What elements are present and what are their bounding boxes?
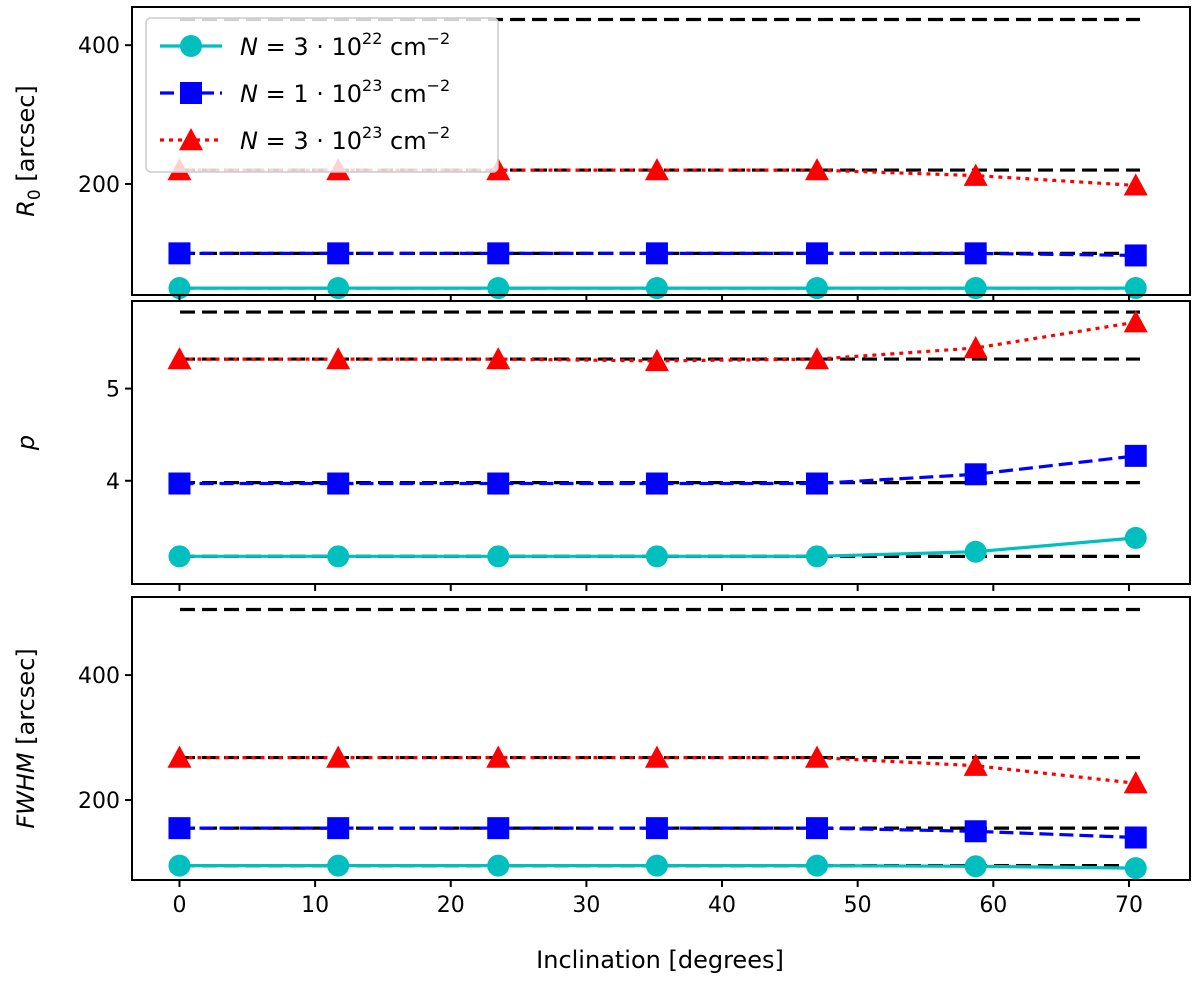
data-point [487, 545, 510, 568]
data-point [168, 277, 191, 300]
data-point [326, 347, 351, 370]
data-point [168, 817, 191, 840]
y-tick-label: 400 [78, 34, 120, 59]
x-tick-label: 10 [301, 893, 329, 918]
data-point [1124, 826, 1147, 849]
x-axis-label: Inclination [degrees] [536, 946, 784, 974]
plot-frame [131, 300, 1191, 585]
x-tick-label: 40 [708, 893, 736, 918]
legend-label: N = 3 · 1023 cm−2 [240, 123, 450, 155]
data-point [964, 540, 987, 563]
data-point [1123, 771, 1148, 794]
data-point [167, 347, 192, 370]
data-point [487, 277, 510, 300]
legend-marker [179, 128, 203, 151]
data-point [805, 545, 828, 568]
plot-frame [131, 596, 1191, 881]
plot-frame [131, 6, 1191, 296]
x-tick-label: 50 [844, 893, 872, 918]
data-point [167, 745, 192, 768]
legend-marker [180, 82, 202, 104]
data-point [1124, 244, 1147, 267]
data-point [1124, 857, 1147, 880]
x-tick-label: 70 [1115, 893, 1143, 918]
data-point [1123, 310, 1148, 333]
data-point [963, 336, 988, 359]
data-point [1124, 277, 1147, 300]
data-point [964, 277, 987, 300]
legend-label: N = 1 · 1023 cm−2 [240, 76, 450, 108]
data-point [964, 820, 987, 843]
data-point [487, 854, 510, 877]
data-point [805, 854, 828, 877]
data-point [168, 854, 191, 877]
y-axis-label: R0 [arcsec] [12, 85, 45, 217]
data-point [964, 242, 987, 265]
x-tick-label: 20 [437, 893, 465, 918]
legend-box [145, 17, 499, 173]
data-point [1124, 444, 1147, 467]
data-point [486, 745, 511, 768]
y-axis-label: FWHM [arcsec] [12, 648, 40, 828]
data-point [168, 472, 191, 495]
data-point [645, 817, 668, 840]
data-point [805, 817, 828, 840]
data-point [804, 347, 829, 370]
data-point [805, 242, 828, 265]
y-tick-label: 200 [78, 789, 120, 814]
data-point [804, 158, 829, 181]
data-point [805, 277, 828, 300]
data-point [963, 753, 988, 776]
data-point [645, 242, 668, 265]
data-point [327, 277, 350, 300]
panel-middle: 4 5 p [12, 300, 1191, 591]
data-point [645, 854, 668, 877]
x-tick-label: 60 [979, 893, 1007, 918]
y-tick-label: 400 [78, 664, 120, 689]
data-point [168, 545, 191, 568]
x-tick-label: 0 [172, 893, 186, 918]
data-point [327, 472, 350, 495]
data-point [487, 242, 510, 265]
legend-label: N = 3 · 1022 cm−2 [240, 29, 450, 61]
panel-bottom: 200 400 FWHM [arcsec] [12, 596, 1191, 887]
data-point [645, 472, 668, 495]
data-point [804, 745, 829, 768]
x-tick-label: 30 [572, 893, 600, 918]
y-tick-label: 200 [78, 173, 120, 198]
data-point [327, 545, 350, 568]
data-point [963, 163, 988, 186]
data-point [644, 745, 669, 768]
data-point [1123, 173, 1148, 196]
data-point [327, 817, 350, 840]
data-point [1124, 526, 1147, 549]
data-point [644, 158, 669, 181]
legend-marker [180, 35, 202, 57]
data-point [486, 347, 511, 370]
data-point [644, 348, 669, 372]
data-point [327, 242, 350, 265]
y-tick-label: 4 [106, 470, 120, 495]
data-point [964, 463, 987, 486]
data-point [964, 855, 987, 878]
data-point [327, 854, 350, 877]
data-point [487, 472, 510, 495]
y-axis-label: p [12, 435, 40, 451]
legend: N = 3 · 1022 cm−2 N = 1 · 1023 cm−2 N = 3 … [145, 17, 499, 173]
data-point [326, 745, 351, 768]
y-tick-label: 5 [106, 378, 120, 403]
data-point [645, 277, 668, 300]
data-point [168, 242, 191, 265]
data-point [805, 472, 828, 495]
data-point [645, 545, 668, 568]
data-point [487, 817, 510, 840]
